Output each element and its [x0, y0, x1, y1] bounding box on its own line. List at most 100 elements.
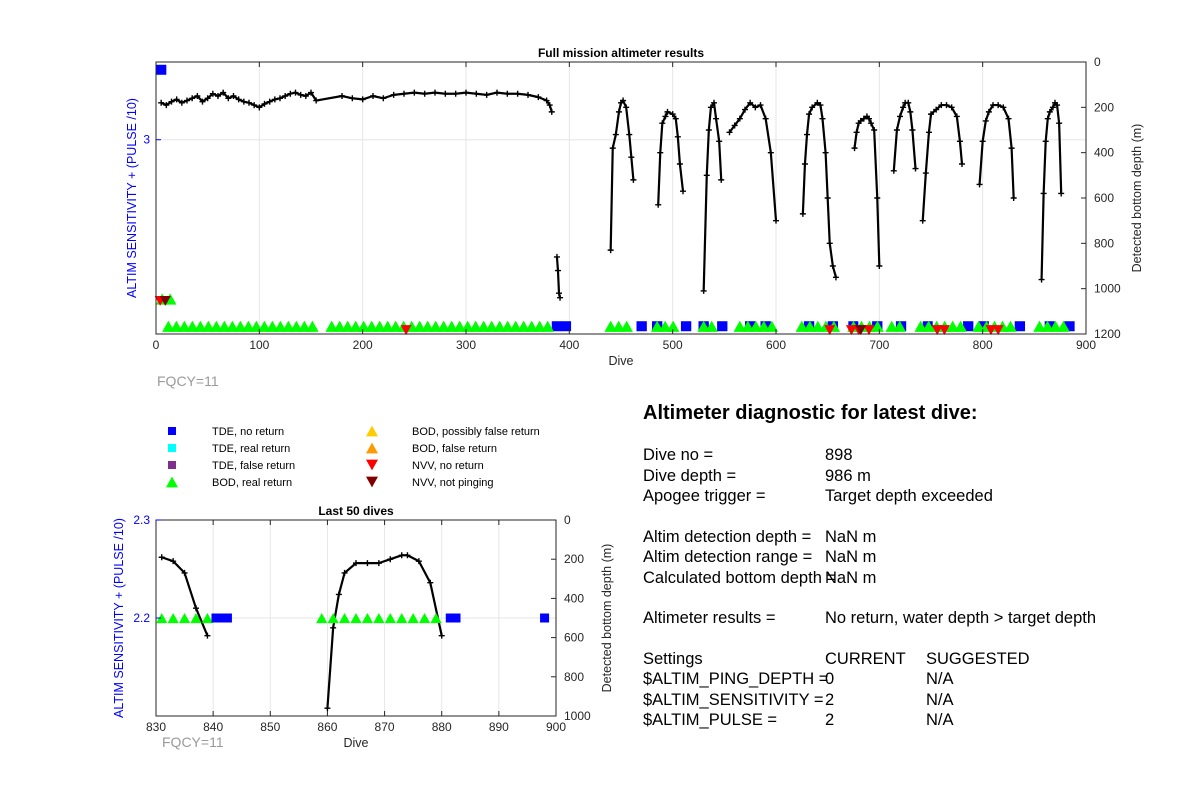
settings-header: Settings: [643, 649, 703, 668]
bottom-depth-point: [230, 93, 237, 99]
bottom-depth-point: [349, 95, 356, 102]
bottom-depth-point: [163, 102, 170, 109]
y-left-tick-label: 2.3: [133, 513, 150, 527]
bottom-depth-point: [1038, 276, 1045, 283]
bod-real-return-marker: [389, 320, 402, 332]
x-tick-label: 900: [1076, 338, 1096, 352]
bod-real-return-marker: [741, 320, 755, 332]
bod-real-return-marker: [893, 320, 906, 332]
bottom-depth-point: [546, 102, 553, 109]
bod-real-return-marker: [525, 320, 538, 332]
bottom-depth-point: [292, 89, 299, 96]
bod-real-return-marker: [485, 320, 498, 332]
altim-depth-label: Altim detection depth =: [643, 527, 812, 546]
bottom-depth-point: [1040, 190, 1047, 197]
bod-real-return-marker: [282, 320, 295, 332]
bod-real-return-marker: [658, 320, 672, 332]
bottom-depth-point: [181, 569, 188, 576]
bod-real-return-marker: [258, 320, 271, 332]
bod-real-return-marker: [871, 320, 884, 332]
bottom-depth-line: [609, 99, 635, 251]
bottom-depth-point: [900, 104, 907, 111]
tde-marker: [540, 613, 550, 623]
bottom-depth-point: [907, 108, 914, 115]
y-right-tick-label: 800: [564, 670, 584, 684]
bottom-depth-point: [452, 90, 459, 97]
x-tick-label: 870: [375, 720, 395, 734]
tde-no-return-marker: [717, 321, 728, 332]
bottom-depth-point: [246, 99, 252, 106]
bod-real-return-marker: [666, 320, 680, 332]
setting-suggested: N/A: [926, 670, 954, 688]
bottom-depth-point: [956, 138, 963, 145]
bottom-depth-point: [170, 558, 177, 565]
bottom-depth-point: [700, 287, 707, 294]
bottom-depth-point: [874, 195, 881, 201]
bottom-depth-point: [256, 104, 263, 111]
nvv-marker: [931, 325, 943, 336]
bottom-depth-point: [173, 96, 180, 103]
bottom-depth-point: [514, 90, 521, 97]
bottom-depth-point: [401, 90, 407, 97]
bottom-depth-point: [822, 149, 829, 156]
bod-real-return-marker: [1004, 320, 1017, 332]
bottom-depth-line: [728, 101, 778, 221]
bod-real-return-marker: [365, 320, 378, 332]
bod-real-return-marker: [306, 320, 319, 332]
bottom-depth-point: [442, 90, 449, 97]
bod-real-return-marker: [1049, 320, 1062, 332]
bod-real-return-marker: [972, 320, 985, 332]
bod-real-return-marker: [162, 320, 175, 332]
bod-marker: [373, 612, 385, 624]
bod-real-return-marker: [922, 320, 935, 332]
bottom-depth-point: [860, 115, 867, 122]
bottom-depth-point: [933, 106, 940, 113]
bod-real-return-marker: [765, 320, 779, 332]
dive-depth-value: 986 m: [825, 466, 871, 485]
legend-marker-square: [168, 461, 176, 469]
bottom-depth-point: [925, 129, 932, 136]
y-right-tick-label: 600: [1094, 191, 1114, 205]
x-tick-label: 200: [353, 338, 373, 352]
bottom-depth-point: [189, 95, 196, 102]
bod-real-return-marker: [501, 320, 514, 332]
bottom-depth-point: [297, 91, 304, 98]
bod-marker: [156, 612, 168, 624]
bod-marker: [167, 612, 179, 624]
legend-label: NVV, no return: [412, 460, 484, 472]
bottom-depth-point: [655, 201, 662, 208]
bottom-depth-point: [158, 554, 165, 561]
bottom-depth-point: [806, 111, 813, 118]
y-left-tick-label: 2.2: [133, 611, 150, 625]
nvv-marker: [824, 325, 836, 336]
bod-real-return-marker: [733, 320, 747, 332]
bottom-depth-point: [876, 263, 883, 269]
bottom-depth-point: [553, 253, 560, 260]
bottom-depth-point: [287, 90, 294, 97]
bottom-depth-point: [308, 89, 314, 96]
y-right-tick-label: 400: [1094, 146, 1114, 160]
current-header: CURRENT: [825, 649, 906, 668]
bottom-depth-point: [370, 93, 376, 99]
bod-real-return-marker: [1033, 320, 1046, 332]
apogee-value: Target depth exceeded: [825, 487, 993, 505]
bod-real-return-marker: [218, 320, 231, 332]
bottom-depth-point: [193, 605, 199, 612]
bottom-depth-point: [705, 127, 712, 133]
bod-real-return-marker: [373, 320, 386, 332]
bottom-depth-point: [548, 108, 555, 115]
bottom-depth-point: [612, 131, 619, 138]
bod-marker: [201, 612, 214, 624]
bod-marker: [338, 612, 351, 624]
setting-suggested: N/A: [926, 711, 954, 729]
tde-marker: [211, 613, 221, 623]
bottom-depth-point: [757, 102, 764, 109]
bottom-depth-point: [473, 90, 480, 97]
bod-marker: [327, 612, 339, 624]
bod-real-return-marker: [242, 320, 255, 332]
setting-row-ping-depth: $ALTIM_PING_DEPTH = 0 N/A: [643, 669, 1188, 690]
bod-real-return-marker: [453, 320, 466, 332]
bod-real-return-marker: [274, 320, 287, 332]
bottom-depth-point: [387, 556, 394, 563]
